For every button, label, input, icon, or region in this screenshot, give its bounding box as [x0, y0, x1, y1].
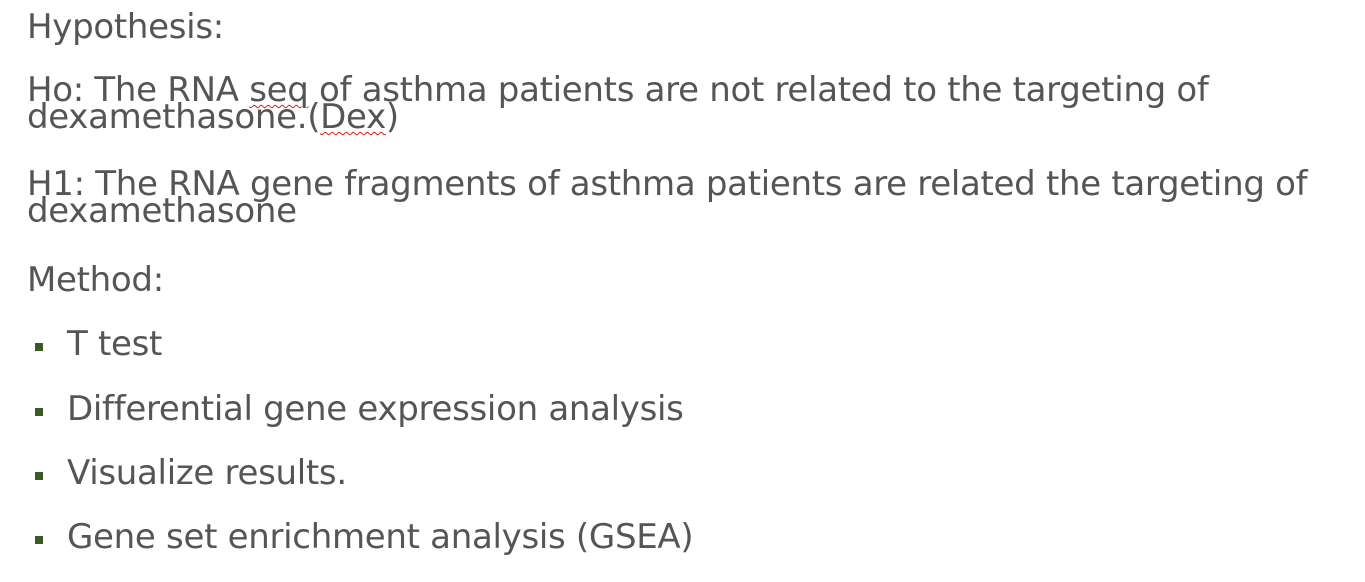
null-hypothesis-suffix: ): [385, 97, 399, 138]
alternative-hypothesis: H1: The RNA gene fragments of asthma pat…: [27, 164, 1308, 232]
null-hypothesis: Ho: The RNA seq of asthma patients are n…: [27, 73, 1342, 134]
null-hypothesis-middle: of asthma patients are not related to th…: [27, 70, 1209, 138]
method-heading: Method:: [27, 260, 164, 300]
null-hypothesis-prefix: Ho: The RNA: [27, 70, 250, 110]
square-bullet-icon: [35, 536, 43, 544]
spellcheck-word-dex[interactable]: Dex: [320, 97, 386, 138]
spellcheck-word-seq[interactable]: seq: [249, 70, 309, 110]
hypothesis-heading: Hypothesis:: [27, 7, 224, 47]
method-item-label: Differential gene expression analysis: [67, 389, 684, 429]
square-bullet-icon: [35, 343, 43, 351]
method-item-label: Visualize results.: [67, 453, 347, 493]
method-item-label: Gene set enrichment analysis (GSEA): [67, 517, 694, 557]
square-bullet-icon: [35, 472, 43, 480]
square-bullet-icon: [35, 408, 43, 416]
method-item-label: T test: [67, 324, 163, 364]
